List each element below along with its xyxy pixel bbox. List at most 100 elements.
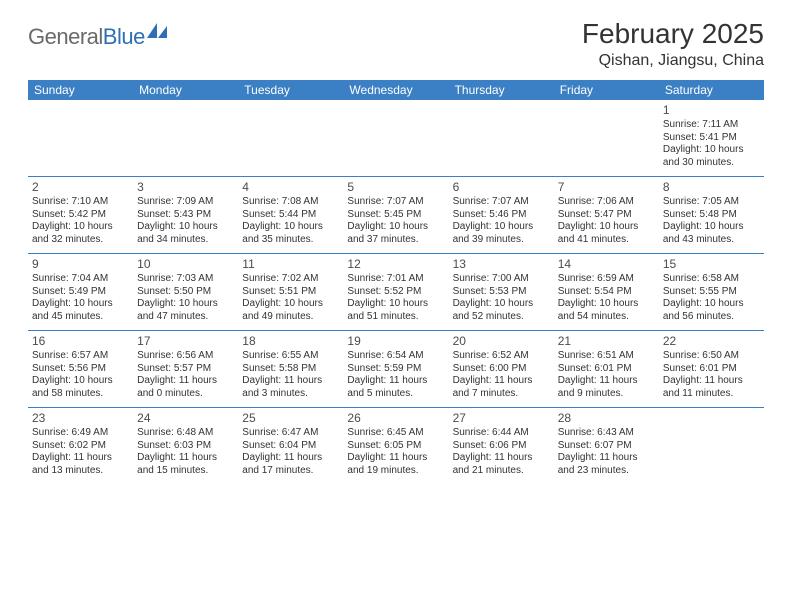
sunset-line: Sunset: 5:45 PM	[347, 209, 444, 222]
day-number: 14	[558, 257, 655, 272]
day-cell: 9Sunrise: 7:04 AMSunset: 5:49 PMDaylight…	[28, 254, 133, 330]
daylight-line: Daylight: 10 hours and 41 minutes.	[558, 221, 655, 246]
month-title: February 2025	[582, 18, 764, 50]
daylight-line: Daylight: 10 hours and 51 minutes.	[347, 298, 444, 323]
sunrise-line: Sunrise: 6:52 AM	[453, 350, 550, 363]
day-cell: 19Sunrise: 6:54 AMSunset: 5:59 PMDayligh…	[343, 331, 448, 407]
daylight-line: Daylight: 11 hours and 0 minutes.	[137, 375, 234, 400]
sunset-line: Sunset: 5:53 PM	[453, 286, 550, 299]
sunrise-line: Sunrise: 7:02 AM	[242, 273, 339, 286]
sunrise-line: Sunrise: 7:04 AM	[32, 273, 129, 286]
day-cell: 14Sunrise: 6:59 AMSunset: 5:54 PMDayligh…	[554, 254, 659, 330]
day-cell: 20Sunrise: 6:52 AMSunset: 6:00 PMDayligh…	[449, 331, 554, 407]
day-number: 12	[347, 257, 444, 272]
day-cell: 13Sunrise: 7:00 AMSunset: 5:53 PMDayligh…	[449, 254, 554, 330]
day-number: 10	[137, 257, 234, 272]
sunrise-line: Sunrise: 6:54 AM	[347, 350, 444, 363]
daylight-line: Daylight: 10 hours and 39 minutes.	[453, 221, 550, 246]
sunrise-line: Sunrise: 6:55 AM	[242, 350, 339, 363]
sunrise-line: Sunrise: 6:48 AM	[137, 427, 234, 440]
daylight-line: Daylight: 10 hours and 32 minutes.	[32, 221, 129, 246]
daylight-line: Daylight: 11 hours and 7 minutes.	[453, 375, 550, 400]
daylight-line: Daylight: 11 hours and 19 minutes.	[347, 452, 444, 477]
daylight-line: Daylight: 10 hours and 37 minutes.	[347, 221, 444, 246]
day-number: 19	[347, 334, 444, 349]
brand-text: GeneralBlue	[28, 24, 145, 50]
sunrise-line: Sunrise: 6:59 AM	[558, 273, 655, 286]
day-cell: 27Sunrise: 6:44 AMSunset: 6:06 PMDayligh…	[449, 408, 554, 484]
day-number: 11	[242, 257, 339, 272]
sunrise-line: Sunrise: 7:07 AM	[347, 196, 444, 209]
sunrise-line: Sunrise: 7:00 AM	[453, 273, 550, 286]
header: GeneralBlue February 2025 Qishan, Jiangs…	[28, 18, 764, 70]
sunset-line: Sunset: 6:04 PM	[242, 440, 339, 453]
daylight-line: Daylight: 10 hours and 34 minutes.	[137, 221, 234, 246]
sunset-line: Sunset: 5:57 PM	[137, 363, 234, 376]
sunrise-line: Sunrise: 7:11 AM	[663, 119, 760, 132]
day-cell: 8Sunrise: 7:05 AMSunset: 5:48 PMDaylight…	[659, 177, 764, 253]
sunset-line: Sunset: 6:00 PM	[453, 363, 550, 376]
daylight-line: Daylight: 10 hours and 47 minutes.	[137, 298, 234, 323]
sunrise-line: Sunrise: 6:43 AM	[558, 427, 655, 440]
daylight-line: Daylight: 11 hours and 5 minutes.	[347, 375, 444, 400]
sunset-line: Sunset: 5:52 PM	[347, 286, 444, 299]
sunrise-line: Sunrise: 6:58 AM	[663, 273, 760, 286]
sunrise-line: Sunrise: 6:57 AM	[32, 350, 129, 363]
sunrise-line: Sunrise: 7:07 AM	[453, 196, 550, 209]
daylight-line: Daylight: 11 hours and 9 minutes.	[558, 375, 655, 400]
sunset-line: Sunset: 5:49 PM	[32, 286, 129, 299]
daylight-line: Daylight: 10 hours and 45 minutes.	[32, 298, 129, 323]
sunset-line: Sunset: 6:06 PM	[453, 440, 550, 453]
daylight-line: Daylight: 10 hours and 54 minutes.	[558, 298, 655, 323]
day-cell: 12Sunrise: 7:01 AMSunset: 5:52 PMDayligh…	[343, 254, 448, 330]
sunset-line: Sunset: 5:41 PM	[663, 132, 760, 145]
sunset-line: Sunset: 5:59 PM	[347, 363, 444, 376]
sunset-line: Sunset: 5:43 PM	[137, 209, 234, 222]
daylight-line: Daylight: 11 hours and 15 minutes.	[137, 452, 234, 477]
sunset-line: Sunset: 5:58 PM	[242, 363, 339, 376]
day-number: 25	[242, 411, 339, 426]
sunrise-line: Sunrise: 6:51 AM	[558, 350, 655, 363]
weekday-header-row: SundayMondayTuesdayWednesdayThursdayFrid…	[28, 80, 764, 100]
day-number: 9	[32, 257, 129, 272]
sunset-line: Sunset: 5:44 PM	[242, 209, 339, 222]
daylight-line: Daylight: 10 hours and 52 minutes.	[453, 298, 550, 323]
sunrise-line: Sunrise: 7:08 AM	[242, 196, 339, 209]
daylight-line: Daylight: 11 hours and 3 minutes.	[242, 375, 339, 400]
daylight-line: Daylight: 10 hours and 58 minutes.	[32, 375, 129, 400]
weekday-header: Monday	[133, 80, 238, 100]
weekday-header: Sunday	[28, 80, 133, 100]
daylight-line: Daylight: 11 hours and 21 minutes.	[453, 452, 550, 477]
daylight-line: Daylight: 10 hours and 49 minutes.	[242, 298, 339, 323]
sunset-line: Sunset: 6:07 PM	[558, 440, 655, 453]
empty-cell	[554, 100, 659, 176]
day-number: 27	[453, 411, 550, 426]
day-cell: 5Sunrise: 7:07 AMSunset: 5:45 PMDaylight…	[343, 177, 448, 253]
day-number: 1	[663, 103, 760, 118]
day-number: 18	[242, 334, 339, 349]
calendar-page: GeneralBlue February 2025 Qishan, Jiangs…	[0, 0, 792, 502]
weekday-header: Friday	[554, 80, 659, 100]
daylight-line: Daylight: 11 hours and 11 minutes.	[663, 375, 760, 400]
sunrise-line: Sunrise: 6:56 AM	[137, 350, 234, 363]
day-cell: 1Sunrise: 7:11 AMSunset: 5:41 PMDaylight…	[659, 100, 764, 176]
week-row: 23Sunrise: 6:49 AMSunset: 6:02 PMDayligh…	[28, 407, 764, 484]
sunrise-line: Sunrise: 7:09 AM	[137, 196, 234, 209]
day-number: 17	[137, 334, 234, 349]
brand-part2: Blue	[103, 24, 145, 49]
week-row: 2Sunrise: 7:10 AMSunset: 5:42 PMDaylight…	[28, 176, 764, 253]
day-number: 6	[453, 180, 550, 195]
day-number: 13	[453, 257, 550, 272]
day-cell: 15Sunrise: 6:58 AMSunset: 5:55 PMDayligh…	[659, 254, 764, 330]
sunrise-line: Sunrise: 7:03 AM	[137, 273, 234, 286]
empty-cell	[659, 408, 764, 484]
sail-icon	[147, 21, 169, 44]
weekday-header: Thursday	[449, 80, 554, 100]
weekday-header: Wednesday	[343, 80, 448, 100]
brand-logo: GeneralBlue	[28, 24, 169, 50]
day-number: 7	[558, 180, 655, 195]
week-row: 16Sunrise: 6:57 AMSunset: 5:56 PMDayligh…	[28, 330, 764, 407]
sunset-line: Sunset: 5:47 PM	[558, 209, 655, 222]
day-cell: 26Sunrise: 6:45 AMSunset: 6:05 PMDayligh…	[343, 408, 448, 484]
week-row: 9Sunrise: 7:04 AMSunset: 5:49 PMDaylight…	[28, 253, 764, 330]
